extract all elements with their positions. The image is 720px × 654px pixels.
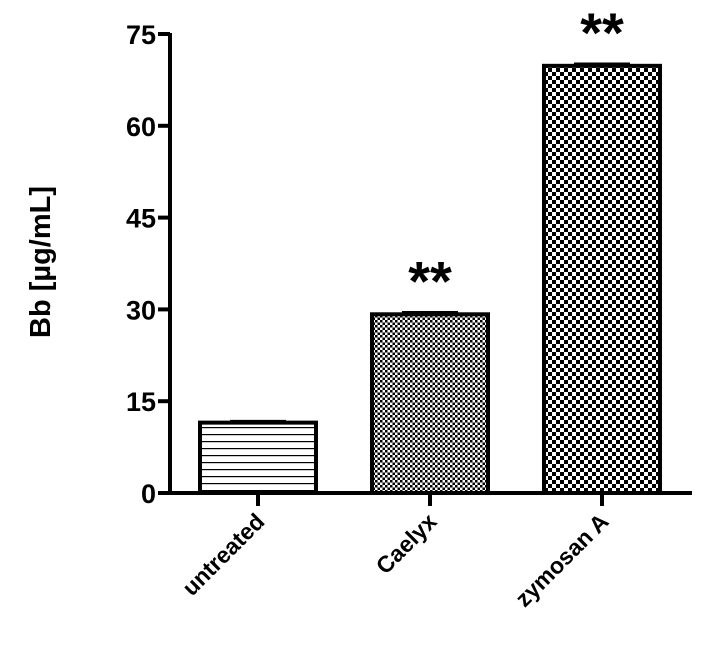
- y-tick-label: 45: [126, 204, 156, 234]
- significance-label: **: [580, 1, 624, 64]
- bar-0: [198, 420, 318, 495]
- y-tick-label: 75: [126, 20, 156, 50]
- category-label: zymosan A: [510, 508, 614, 612]
- y-tick-label: 0: [141, 479, 156, 509]
- bar-2: [542, 63, 662, 495]
- bar-1: [370, 312, 490, 495]
- y-tick-label: 15: [126, 387, 156, 417]
- category-label: Caelyx: [371, 508, 442, 579]
- y-tick-label: 30: [126, 295, 156, 325]
- y-tick-label: 60: [126, 112, 156, 142]
- significance-label: **: [408, 249, 452, 312]
- category-labels: untreated Caelyx zymosan A: [177, 508, 613, 612]
- y-axis: 0 15 30 45 60 75: [126, 20, 172, 509]
- category-label: untreated: [177, 508, 269, 600]
- bars: ** **: [198, 1, 662, 495]
- y-axis-title: Bb [µg/mL]: [25, 186, 57, 338]
